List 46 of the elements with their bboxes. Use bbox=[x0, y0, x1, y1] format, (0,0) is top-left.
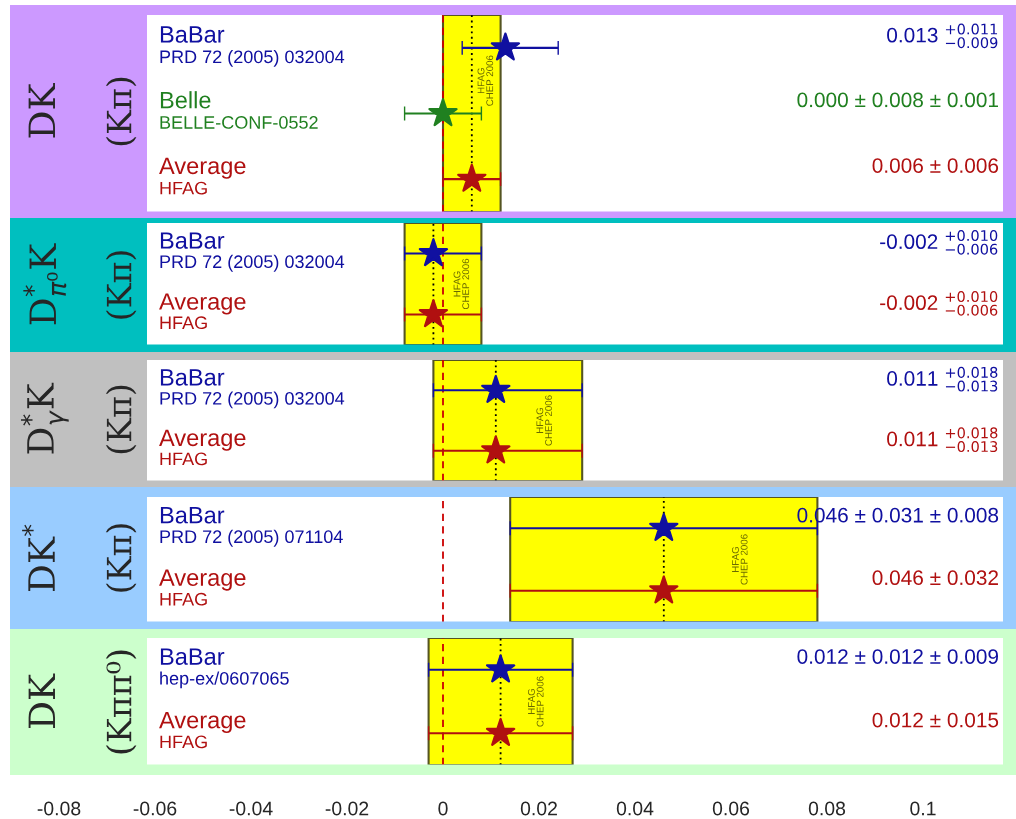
text: (Kππ⁰) bbox=[105, 650, 137, 754]
band-label: HFAG CHEP 2006 bbox=[527, 676, 544, 727]
annotation: 0.013 $^{+0.011}$$_{−0.009}$ bbox=[887, 23, 998, 49]
x-tick-label: -0.02 bbox=[325, 801, 369, 816]
annotation: 0.046 ± 0.032 bbox=[872, 570, 998, 586]
y-tick-label: BaBar hep-ex/0607065 bbox=[160, 648, 289, 689]
y-tick-label: Average HFAG bbox=[159, 711, 246, 749]
y-tick-label: BaBar PRD 72 (2005) 071104 bbox=[160, 507, 343, 547]
y-tick-label: Average HFAG bbox=[159, 157, 246, 195]
annotation: -0.002 $^{+0.010}$$_{−0.006}$ bbox=[880, 291, 998, 316]
text: (Kπ) bbox=[105, 524, 137, 592]
x-tick-label: -0.06 bbox=[133, 801, 177, 816]
x-tick-label: 0.1 bbox=[910, 801, 936, 816]
y-tick-label: BaBar PRD 72 (2005) 032004 bbox=[160, 232, 345, 272]
y-tick-label: Average HFAG bbox=[159, 569, 246, 606]
annotation: -0.002 $^{+0.010}$$_{−0.006}$ bbox=[880, 230, 998, 255]
annotation: 0.011 $^{+0.018}$$_{−0.013}$ bbox=[887, 427, 998, 453]
y-tick-label: Belle BELLE-CONF-0552 bbox=[160, 91, 318, 129]
text: DK bbox=[28, 82, 55, 138]
text: DK bbox=[28, 673, 55, 728]
band-label: HFAG CHEP 2006 bbox=[731, 534, 748, 585]
y-tick-label: BaBar PRD 72 (2005) 032004 bbox=[160, 369, 345, 409]
text: D$^{*}$$_{γ}$K bbox=[20, 382, 69, 454]
x-tick-label: 0.04 bbox=[616, 801, 654, 816]
text: (Kπ) bbox=[105, 385, 137, 454]
x-tick-label: 0.02 bbox=[520, 801, 557, 816]
text: (Kπ) bbox=[105, 251, 137, 319]
x-tick-label: 0 bbox=[438, 801, 448, 816]
x-tick-label: 0.06 bbox=[712, 801, 750, 816]
annotation: 0.006 ± 0.006 bbox=[872, 158, 999, 173]
band-label: HFAG CHEP 2006 bbox=[536, 395, 552, 446]
annotation: 0.012 ± 0.012 ± 0.009 bbox=[797, 649, 999, 664]
y-tick-label: BaBar PRD 72 (2005) 032004 bbox=[160, 26, 345, 67]
y-tick-label: Average HFAG bbox=[159, 429, 246, 466]
band-label: HFAG CHEP 2006 bbox=[453, 258, 470, 310]
annotation: 0.012 ± 0.015 bbox=[872, 712, 999, 728]
x-tick-label: 0.08 bbox=[808, 801, 846, 816]
annotation: 0.000 ± 0.008 ± 0.001 bbox=[797, 92, 998, 108]
y-tick-label: Average HFAG bbox=[159, 293, 246, 330]
annotation: 0.011 $^{+0.018}$$_{−0.013}$ bbox=[887, 366, 998, 392]
text: D$^{*}$$_{π⁰}$K bbox=[23, 243, 67, 325]
x-tick-label: -0.04 bbox=[229, 801, 273, 816]
band-label: HFAG CHEP 2006 bbox=[477, 55, 494, 106]
text: DK$^{*}$ bbox=[22, 524, 55, 592]
x-tick-label: -0.08 bbox=[37, 801, 81, 816]
text: (Kπ) bbox=[105, 77, 137, 146]
